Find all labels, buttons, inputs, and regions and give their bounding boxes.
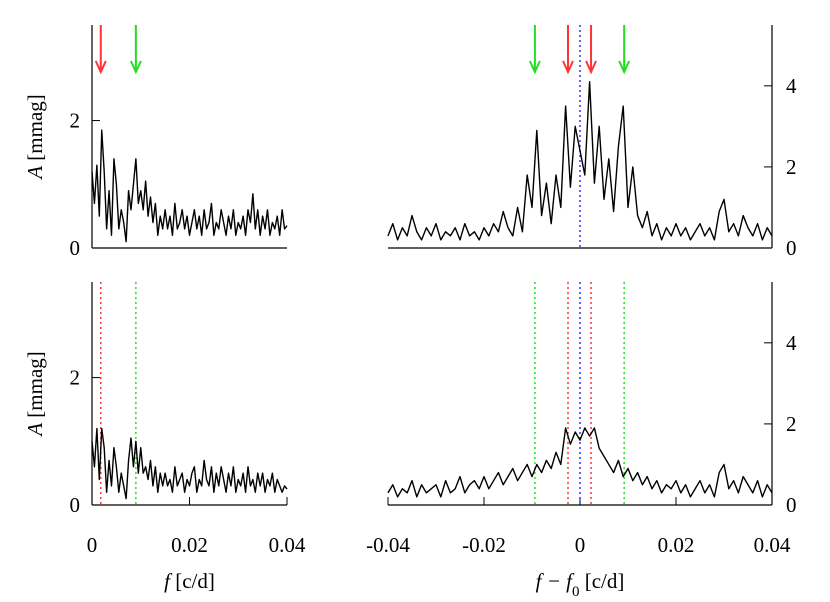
y-tick-label: 0 — [70, 493, 81, 517]
y-tick-label: 0 — [70, 236, 81, 260]
arrow-marker — [562, 25, 574, 75]
y-tick-label: 2 — [70, 109, 81, 133]
label-part: [c/d] — [170, 569, 215, 593]
y-tick-label: 4 — [786, 74, 797, 98]
y-tick-label: 4 — [786, 331, 797, 355]
y-tick-label: 0 — [786, 493, 797, 517]
y-tick-label: 0 — [786, 236, 797, 260]
arrow-marker — [618, 25, 631, 75]
label-part: 0 — [572, 584, 580, 600]
x-tick-label: -0.02 — [462, 533, 506, 557]
axis-label: f [c/d] — [164, 569, 215, 593]
label-part: A — [23, 423, 47, 438]
y-tick-label: 2 — [786, 412, 797, 436]
label-part: [mmag] — [23, 351, 47, 423]
x-tick-label: 0.04 — [754, 533, 791, 557]
x-tick-label: 0.04 — [269, 533, 306, 557]
x-tick-label: -0.04 — [366, 533, 410, 557]
arrow-marker — [585, 25, 597, 75]
axis-label: f − f0 [c/d] — [536, 569, 625, 600]
spectrum-line — [91, 129, 288, 243]
x-tick-label: 0 — [575, 533, 586, 557]
y-tick-label: 2 — [786, 155, 797, 179]
label-part: [c/d] — [579, 569, 624, 593]
spectrum-line — [91, 427, 288, 500]
label-part: f — [164, 569, 173, 593]
x-tick-label: 0.02 — [658, 533, 695, 557]
arrow-marker — [528, 25, 541, 75]
y-tick-label: 2 — [70, 366, 81, 390]
x-tick-label: 0 — [87, 533, 98, 557]
x-tick-label: 0.02 — [171, 533, 208, 557]
label-part: A — [23, 166, 47, 181]
arrow-marker — [94, 25, 107, 75]
label-part: [mmag] — [23, 94, 47, 166]
spectrum-line — [387, 427, 773, 498]
spectrum-line — [387, 81, 773, 241]
arrow-marker — [129, 25, 142, 75]
axis-label: A [mmag] — [23, 94, 47, 181]
label-part: f − f — [536, 569, 576, 593]
axis-label: A [mmag] — [23, 351, 47, 438]
